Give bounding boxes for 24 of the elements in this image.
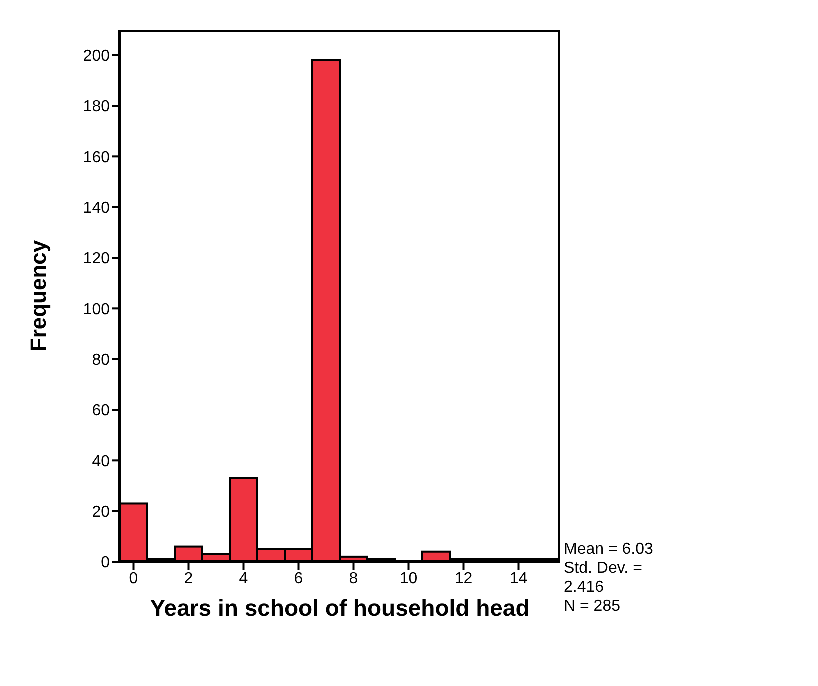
text: Mean = 6.03 xyxy=(564,540,654,559)
y-tick-label: 100 xyxy=(83,301,110,318)
x-tick-label: 4 xyxy=(239,570,248,588)
y-tick-label: 60 xyxy=(92,402,110,420)
x-tick-label: 14 xyxy=(510,570,528,588)
y-axis-title: Frequency xyxy=(26,240,51,352)
x-tick-label: 2 xyxy=(184,570,194,588)
y-tick-label: 140 xyxy=(83,200,110,218)
y-tick-label: 40 xyxy=(92,453,110,470)
y-tick-label: 200 xyxy=(83,48,110,66)
x-tick-label: 0 xyxy=(129,570,138,588)
x-tick-label: 8 xyxy=(349,570,358,588)
y-tick-label: 180 xyxy=(83,98,110,116)
y-tick-label: 160 xyxy=(83,149,110,166)
x-axis-title: Years in school of household head xyxy=(149,594,531,622)
y-tick-label: 120 xyxy=(83,250,110,268)
y-tick-label: 20 xyxy=(92,504,110,522)
y-tick-label: 80 xyxy=(92,352,110,370)
x-tick-label: 10 xyxy=(400,570,418,588)
text: N = 285 xyxy=(564,597,622,616)
x-tick-label: 6 xyxy=(294,570,304,588)
y-tick-label: 0 xyxy=(101,554,110,572)
text: Std. Dev. = 2.416 xyxy=(564,559,644,597)
x-tick-label: 12 xyxy=(454,570,473,588)
